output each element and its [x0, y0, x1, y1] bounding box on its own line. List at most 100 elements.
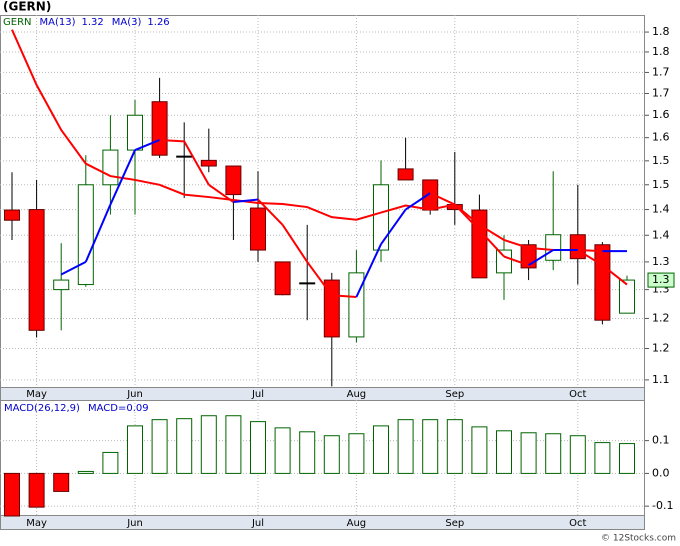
macd-bar	[471, 426, 488, 474]
candle-body	[127, 114, 143, 151]
ma-segment	[208, 183, 234, 203]
candle-body	[102, 149, 119, 186]
chart-title: (GERN)	[3, 0, 51, 14]
candle-body	[77, 184, 94, 286]
y-tick-label: 1.6	[652, 108, 670, 121]
y-tick-label: 0.1	[652, 434, 670, 447]
candle-body	[225, 165, 242, 196]
y-tick-label: 1.3	[652, 255, 670, 268]
candle-body	[496, 249, 512, 274]
ma-segment	[528, 249, 554, 267]
macd-bar	[520, 432, 537, 474]
x-tick-label: Jun	[126, 518, 143, 529]
macd-bar	[176, 418, 193, 474]
ma-segment	[454, 203, 481, 231]
candle-body	[348, 272, 365, 338]
last-price-label: 1.3	[652, 273, 670, 286]
ma-segment	[257, 198, 284, 226]
ma-segment	[281, 224, 309, 263]
macd-bar	[200, 415, 217, 474]
x-tick-label: Oct	[569, 518, 586, 529]
ma-segment	[478, 229, 505, 258]
candle-body	[200, 159, 217, 167]
macd-bar	[373, 425, 389, 474]
macd-bar	[545, 433, 562, 474]
x-tick-label: Jun	[126, 389, 143, 400]
ma-segment	[355, 243, 382, 298]
x-tick-label: Jul	[251, 389, 264, 400]
y-tick-label: 1.5	[652, 154, 670, 167]
candle-body	[397, 168, 414, 181]
macd-bar	[348, 433, 365, 474]
x-tick-label: May	[26, 518, 47, 529]
macd-bar	[397, 419, 414, 474]
y-tick-label: 1.2	[652, 342, 670, 355]
macd-bar	[619, 443, 635, 474]
y-tick-label: 1.5	[652, 178, 670, 191]
y-tick-label: -0.1	[652, 499, 673, 512]
candle-body	[569, 234, 586, 260]
candle-body	[250, 207, 266, 251]
candle-body	[545, 234, 562, 261]
y-tick-label: 1.2	[652, 311, 670, 324]
candle-body	[299, 282, 316, 285]
ma-segment	[577, 249, 603, 253]
legend-name: MA(3)	[112, 17, 142, 28]
y-tick-label: 1.4	[652, 203, 670, 216]
ma-segment	[429, 192, 456, 206]
macd-bar	[422, 419, 439, 474]
candle-body	[274, 261, 291, 296]
x-tick-label: Sep	[445, 389, 464, 400]
candle-body	[373, 184, 389, 251]
legend-name: MA(13)	[40, 17, 76, 28]
last-price-box	[647, 272, 675, 288]
y-tick-label: 1.6	[652, 131, 670, 144]
macd-bar	[569, 435, 586, 474]
ma-segment	[183, 140, 210, 186]
macd-bar	[225, 415, 242, 474]
x-tick-label: Aug	[347, 389, 367, 400]
macd-bar	[594, 442, 611, 474]
ma-segment	[331, 294, 357, 298]
candle-body	[53, 279, 70, 291]
x-tick-label: Oct	[569, 389, 586, 400]
candle-body	[151, 101, 168, 156]
y-tick-label: 1.1	[652, 373, 670, 386]
ma-line	[11, 29, 628, 286]
macd-bar	[151, 419, 168, 474]
ma-segment	[84, 204, 112, 263]
x-tick-label: Jul	[251, 518, 264, 529]
price-panel	[0, 15, 645, 388]
macd-bar	[250, 421, 266, 474]
x-tick-label: Aug	[347, 518, 367, 529]
ma-segment	[159, 138, 185, 143]
ma-segment	[405, 192, 431, 211]
candle-body	[619, 279, 635, 314]
macd-bar	[77, 470, 94, 474]
ma-segment	[134, 139, 160, 152]
candle-body	[4, 209, 20, 221]
candle-body	[323, 279, 340, 338]
legend-value: 1.32	[82, 17, 104, 28]
legend-value: 1.26	[147, 17, 169, 28]
macd-bar	[323, 435, 340, 474]
ma-segment	[233, 198, 259, 204]
ma-segment	[503, 255, 529, 267]
source: © 12Stocks.com	[601, 534, 676, 544]
macd-bar	[299, 431, 316, 474]
y-tick-label: 0.0	[652, 466, 670, 479]
candle-body	[28, 209, 45, 331]
legend-ticker: GERN	[3, 17, 32, 28]
candle-body	[176, 155, 193, 158]
macd-bar	[274, 427, 291, 474]
ma-segment	[306, 261, 333, 296]
y-tick-label: 1.8	[652, 45, 670, 58]
y-tick-label: 1.8	[652, 25, 670, 38]
candle-body	[594, 244, 611, 321]
macd-annotation: MACD=0.09	[88, 403, 149, 414]
x-tick-label: Sep	[445, 518, 464, 529]
ma-segment	[380, 208, 407, 245]
macd-bar	[496, 430, 512, 474]
macd-bar	[102, 451, 119, 474]
